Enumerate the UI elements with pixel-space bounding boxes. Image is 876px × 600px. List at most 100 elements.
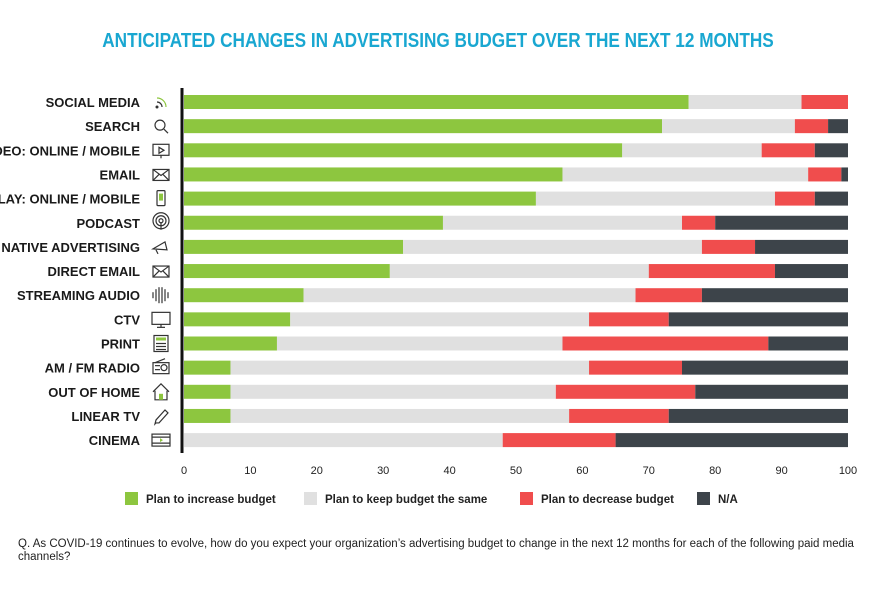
category-label: SEARCH xyxy=(85,119,140,134)
bar-segment xyxy=(184,119,663,134)
audio-wave-icon xyxy=(152,287,169,304)
bar-segment xyxy=(184,95,689,109)
category-label: DISPLAY: ONLINE / MOBILE xyxy=(0,192,140,207)
email-icon xyxy=(152,265,170,278)
x-tick-label: 50 xyxy=(510,465,522,477)
bar-segment xyxy=(828,119,848,134)
bar-segment xyxy=(668,312,848,327)
bar-segment xyxy=(814,191,848,206)
bar-segment xyxy=(688,95,802,109)
email-icon xyxy=(152,168,170,182)
bar-segment xyxy=(662,119,795,134)
bar-segment xyxy=(184,215,443,230)
bar-segment xyxy=(562,336,769,351)
bar-segment xyxy=(230,408,570,423)
radio-icon xyxy=(152,358,170,375)
search-icon xyxy=(154,119,169,134)
legend-swatch xyxy=(304,492,317,505)
legend-swatch xyxy=(125,492,138,505)
bar-segment xyxy=(184,433,503,448)
bar-segment xyxy=(184,408,231,423)
category-label: EMAIL xyxy=(100,167,141,182)
category-label: PODCAST xyxy=(76,216,140,231)
bar-segment xyxy=(701,239,756,254)
bars-group xyxy=(184,95,848,448)
x-tick-label: 100 xyxy=(839,465,857,477)
bar-segment xyxy=(801,95,848,109)
bar-segment xyxy=(535,191,775,206)
category-label: STREAMING AUDIO xyxy=(17,288,140,303)
bar-segment xyxy=(589,360,682,375)
category-label: VIDEO: ONLINE / MOBILE xyxy=(0,143,140,158)
x-tick-label: 10 xyxy=(244,465,256,477)
bar-segment xyxy=(841,167,848,182)
x-tick-label: 90 xyxy=(775,465,787,477)
category-label: CTV xyxy=(114,312,140,327)
bar-segment xyxy=(695,384,848,399)
mobile-icon xyxy=(156,190,166,207)
bar-segment xyxy=(648,264,775,279)
bar-segment xyxy=(682,360,848,375)
bar-segment xyxy=(403,239,702,254)
bar-segment xyxy=(502,433,616,448)
category-icons xyxy=(151,97,171,447)
bar-segment xyxy=(303,288,636,303)
bar-segment xyxy=(774,264,848,279)
bar-segment xyxy=(635,288,702,303)
bar-segment xyxy=(668,408,848,423)
film-icon xyxy=(151,433,171,447)
bar-segment xyxy=(555,384,696,399)
x-tick-label: 0 xyxy=(181,465,187,477)
bar-segment xyxy=(290,312,590,327)
bar-segment xyxy=(808,167,842,182)
bar-segment xyxy=(442,215,682,230)
bar-segment xyxy=(184,167,563,182)
legend-swatch xyxy=(520,492,533,505)
bar-segment xyxy=(794,119,829,134)
bar-segment xyxy=(184,288,304,303)
bar-segment xyxy=(389,264,649,279)
x-tick-label: 80 xyxy=(709,465,721,477)
category-label: DIRECT EMAIL xyxy=(48,264,141,279)
category-label: OUT OF HOME xyxy=(48,385,140,400)
bar-segment xyxy=(230,384,556,399)
category-label: PRINT xyxy=(101,337,140,352)
bar-segment xyxy=(184,360,231,375)
pencil-icon xyxy=(153,409,169,426)
x-tick-label: 30 xyxy=(377,465,389,477)
bar-segment xyxy=(755,239,848,254)
bar-segment xyxy=(761,143,815,158)
legend-label: Plan to keep budget the same xyxy=(325,494,487,506)
bar-segment xyxy=(814,143,848,158)
bar-segment xyxy=(768,336,848,351)
bar-segment xyxy=(622,143,762,158)
bar-segment xyxy=(589,312,669,327)
category-label: NATIVE ADVERTISING xyxy=(1,240,140,255)
tv-icon xyxy=(151,311,171,328)
newspaper-icon xyxy=(153,334,169,353)
bar-segment xyxy=(562,167,809,182)
x-tick-label: 60 xyxy=(576,465,588,477)
x-tick-label: 40 xyxy=(443,465,455,477)
legend-swatch xyxy=(697,492,710,505)
bar-segment xyxy=(184,384,231,399)
bar-segment xyxy=(230,360,590,375)
wifi-icon xyxy=(155,97,167,109)
survey-question-footnote: Q. As COVID-19 continues to evolve, how … xyxy=(18,538,854,563)
legend-label: Plan to increase budget xyxy=(146,494,276,506)
x-axis: 0 10 20 30 40 50 60 70 80 90 100 xyxy=(180,88,857,477)
video-icon xyxy=(152,143,170,159)
category-label: CINEMA xyxy=(89,433,141,448)
legend-label: N/A xyxy=(718,494,738,506)
category-label: AM / FM RADIO xyxy=(45,361,140,376)
house-icon xyxy=(152,382,170,401)
bar-segment xyxy=(774,191,815,206)
bar-segment xyxy=(569,408,669,423)
legend: Plan to increase budget Plan to keep budg… xyxy=(125,492,738,506)
bar-segment xyxy=(701,288,848,303)
legend-label: Plan to decrease budget xyxy=(541,494,674,506)
category-label: SOCIAL MEDIA xyxy=(46,95,141,110)
bar-segment xyxy=(715,215,848,230)
chart-title: ANTICIPATED CHANGES IN ADVERTISING BUDGE… xyxy=(102,30,774,52)
